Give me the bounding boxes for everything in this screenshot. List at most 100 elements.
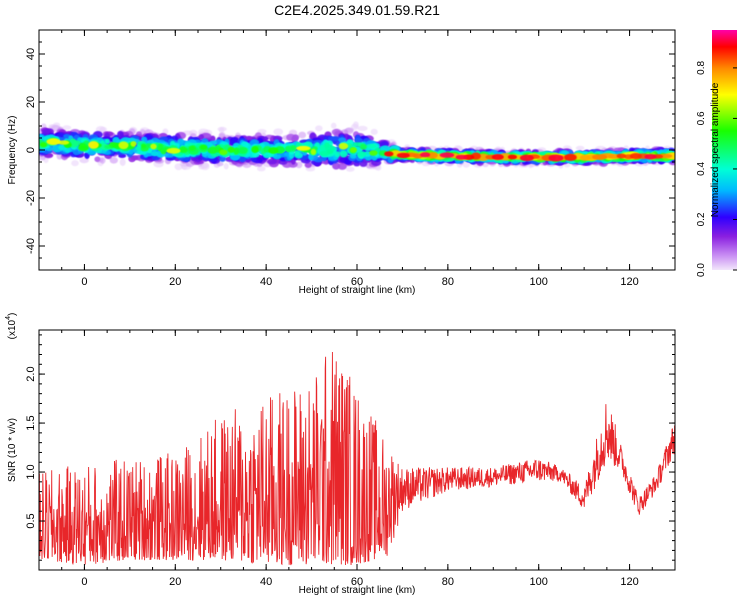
spectrogram-cell (217, 126, 227, 132)
snr-scale-label: (x104) (5, 313, 18, 340)
spectrogram-cell (292, 134, 300, 141)
spectrogram-cell (380, 145, 391, 152)
y-tick-label: 2.0 (25, 366, 37, 381)
spectrogram-cell (439, 152, 455, 158)
spectrogram-cell (239, 146, 248, 154)
y-tick-label: 1.0 (25, 464, 37, 479)
colorbar-tick-label: 0.4 (696, 162, 707, 176)
spectrogram-cell (219, 149, 228, 155)
y-tick-label: 0.5 (25, 513, 37, 528)
spectrogram-cell (298, 131, 307, 139)
spectrogram-cell (178, 147, 189, 153)
spectrogram-cell (78, 144, 89, 152)
spectrogram-cell (150, 143, 157, 150)
spectrogram-cell (330, 122, 337, 129)
x-tick-label: 120 (620, 276, 638, 288)
spectrogram-cell (507, 154, 517, 160)
x-tick-label: 60 (351, 576, 363, 588)
spectrogram-cell (40, 142, 47, 148)
y-tick-label: 0 (25, 147, 37, 153)
spectrogram-cell (564, 153, 577, 161)
x-tick-label: 80 (442, 276, 454, 288)
spectrogram-cell (356, 151, 367, 158)
spectrogram-x-label: Height of straight line (km) (299, 285, 416, 296)
x-tick-label: 0 (81, 276, 87, 288)
x-tick-label: 100 (530, 276, 548, 288)
spectrogram-cell (310, 148, 317, 155)
snr-x-axis: 0 20 40 60 80 100 120 (38, 330, 676, 588)
x-tick-label: 120 (620, 576, 638, 588)
x-tick-label: 20 (169, 276, 181, 288)
x-tick-label: 40 (260, 276, 272, 288)
spectrogram-cell (304, 162, 312, 168)
spectrogram-cell (94, 156, 101, 162)
snr-x-label: Height of straight line (km) (299, 585, 416, 596)
snr-line-series (39, 351, 675, 566)
spectrogram-cell (349, 147, 357, 153)
spectrogram-cell (71, 160, 79, 167)
spectrogram-cell (455, 154, 468, 160)
spectrogram-cell (296, 145, 311, 151)
spectrogram-cell (257, 166, 266, 172)
spectrogram-cell (357, 125, 368, 132)
x-tick-label: 60 (351, 276, 363, 288)
spectrogram-cell (46, 138, 61, 146)
colorbar: 0.0 0.2 0.4 0.6 0.8 Normalized spectral ampl… (696, 30, 737, 277)
spectrogram-y-axis: -40 -20 0 20 40 (25, 29, 675, 271)
colorbar-tick-label: 0.8 (696, 61, 707, 75)
spectrogram-cell (112, 136, 120, 145)
spectrogram-cell (330, 136, 341, 142)
spectrogram-cell (326, 149, 334, 155)
spectrogram-cell (62, 125, 72, 130)
spectrogram-cell (338, 142, 349, 150)
spectrogram-cell (119, 158, 126, 166)
spectrogram-cell (109, 157, 119, 164)
spectrogram-cell (352, 142, 363, 147)
spectrogram-cell (592, 154, 608, 160)
spectrogram-cell (160, 148, 167, 155)
colorbar-tick-label: 0.2 (696, 212, 707, 226)
spectrogram-cell (88, 141, 99, 149)
snr-line (39, 351, 675, 566)
x-tick-label: 20 (169, 576, 181, 588)
spectrogram-cell (104, 138, 110, 144)
x-tick-label: 100 (530, 576, 548, 588)
y-tick-label: -20 (25, 190, 37, 206)
spectrogram-cell (209, 135, 216, 143)
spectrogram-cell (285, 146, 292, 152)
spectrogram-cell (99, 126, 107, 132)
spectrogram-cell (369, 150, 378, 156)
spectrogram-cell (188, 145, 196, 151)
spectrogram-cell (579, 154, 591, 161)
spectrogram-cell (207, 146, 218, 154)
spectrogram-cell (384, 151, 394, 157)
snr-panel: 0 20 40 60 80 100 120 0.5 1.0 1.5 2.0 Height of s… (5, 313, 676, 596)
spectrogram-cell (338, 137, 347, 143)
spectrogram-cell (359, 143, 367, 150)
spectrogram-cell (346, 166, 355, 172)
spectrogram-cell (118, 141, 129, 150)
spectrogram-cell (491, 154, 504, 160)
spectrogram-cell (57, 140, 70, 145)
spectrogram-cell (334, 151, 341, 158)
x-tick-label: 80 (442, 576, 454, 588)
spectrogram-cell (365, 143, 377, 149)
x-tick-label: 40 (260, 576, 272, 588)
spectrogram-cell (268, 147, 279, 154)
spectrogram-cell (199, 144, 208, 150)
snr-y-axis: 0.5 1.0 1.5 2.0 (25, 334, 675, 561)
spectrogram-cell (159, 133, 167, 138)
spectrogram-cell (140, 143, 147, 149)
spectrogram-cell (130, 141, 137, 147)
spectrogram-heatmap (39, 121, 675, 172)
spectrogram-cell (396, 152, 410, 159)
spectrogram-cell (251, 151, 260, 158)
spectrogram-cell (151, 150, 159, 157)
spectrogram-cell (273, 128, 284, 136)
spectrogram-y-label: Frequency (Hz) (7, 116, 18, 185)
spectrogram-cell (99, 157, 106, 164)
spectrogram-cell (319, 150, 330, 157)
spectrogram-cell (339, 150, 348, 158)
figure-title: C2E4.2025.349.01.59.R21 (274, 2, 440, 18)
